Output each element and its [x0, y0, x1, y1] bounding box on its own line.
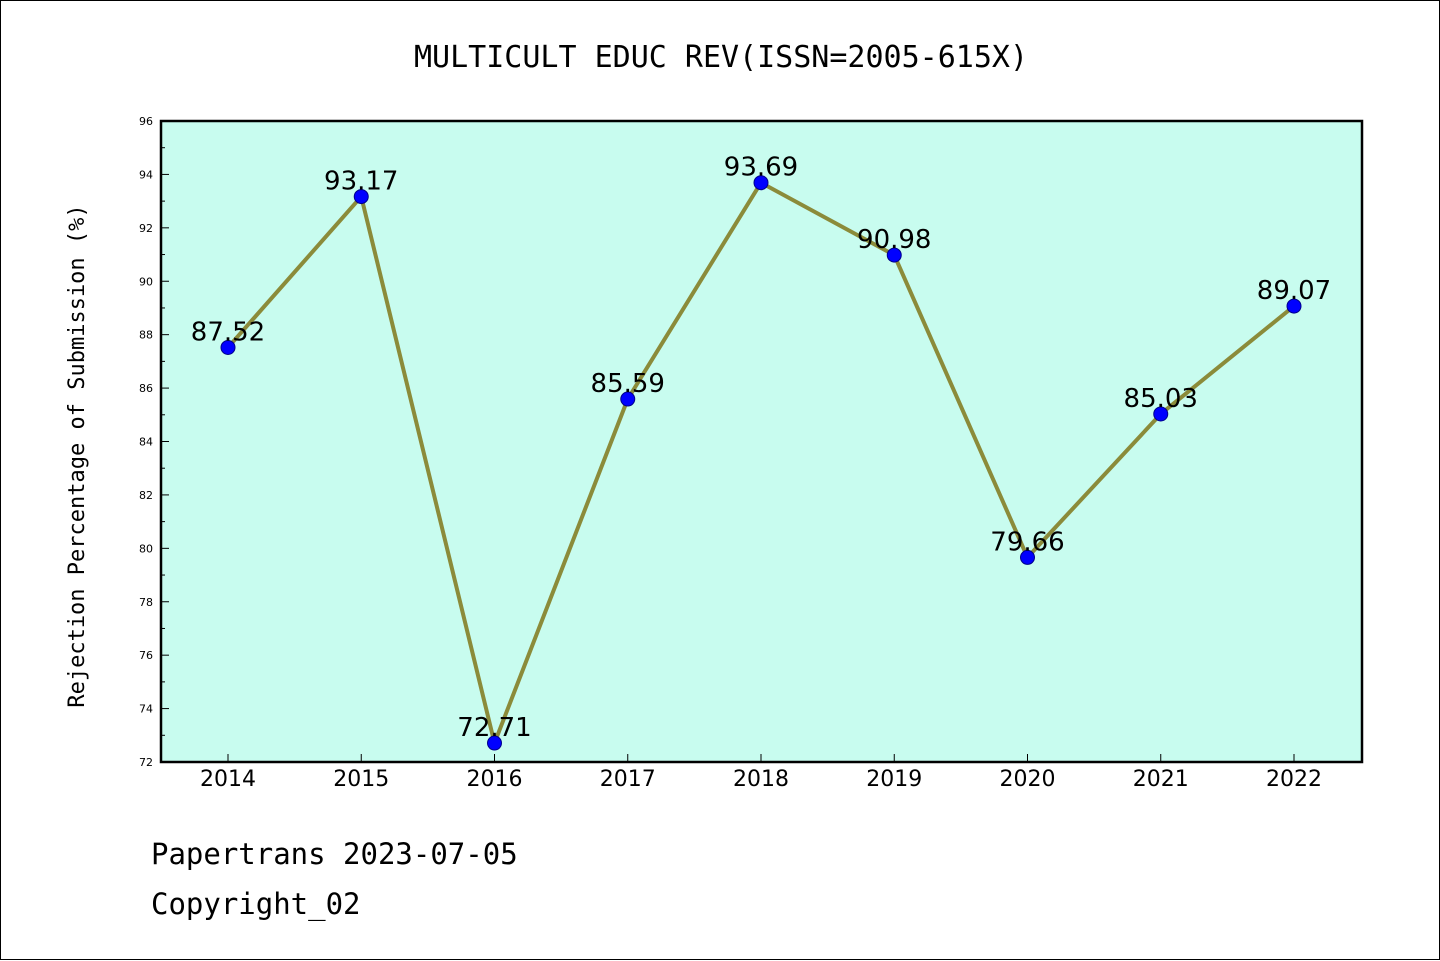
x-tick-label: 2017 — [600, 767, 656, 792]
data-label: 72.71 — [457, 713, 531, 743]
y-tick-label: 86 — [139, 382, 153, 395]
y-tick-label: 88 — [139, 329, 153, 342]
data-label: 85.03 — [1124, 384, 1198, 414]
data-point — [886, 247, 902, 263]
x-tick-label: 2018 — [733, 767, 789, 792]
y-tick-label: 92 — [139, 222, 153, 235]
data-label: 93.17 — [324, 167, 398, 197]
x-tick-label: 2020 — [1000, 767, 1056, 792]
y-tick-label: 82 — [139, 489, 153, 502]
plot-area — [161, 121, 1362, 762]
x-tick-label: 2021 — [1133, 767, 1189, 792]
x-tick-label: 2019 — [866, 767, 922, 792]
y-tick-label: 72 — [139, 756, 153, 769]
data-point — [353, 189, 369, 205]
chart-title: MULTICULT EDUC REV(ISSN=2005-615X) — [414, 40, 1028, 75]
data-label: 85.59 — [591, 369, 665, 399]
y-tick-label: 90 — [139, 275, 153, 288]
data-point — [220, 339, 236, 355]
data-point — [1020, 549, 1035, 565]
x-tick-label: 2016 — [467, 767, 523, 792]
data-label: 89.07 — [1257, 276, 1331, 306]
y-tick-label: 78 — [139, 596, 153, 609]
y-tick-label: 74 — [139, 703, 153, 716]
data-point — [1153, 406, 1169, 422]
footer-date: Papertrans 2023-07-05 — [151, 837, 518, 871]
y-tick-label: 96 — [139, 115, 153, 128]
chart-marks: 72 74 76 78 80 82 84 86 88 90 92 94 96 2014 2015 2016 20… — [139, 115, 1331, 792]
data-point — [753, 175, 769, 191]
data-label: 87.52 — [191, 317, 265, 347]
data-point — [1286, 298, 1302, 314]
data-point — [487, 735, 502, 751]
y-tick-label: 76 — [139, 649, 153, 662]
footer-copyright: Copyright_02 — [151, 887, 361, 921]
data-point — [620, 391, 636, 407]
plot-border — [159, 119, 1364, 764]
x-tick-label: 2015 — [333, 767, 389, 792]
data-label: 79.66 — [990, 527, 1064, 557]
y-tick-label: 94 — [139, 168, 153, 181]
data-label: 90.98 — [857, 225, 931, 255]
data-label: 93.69 — [724, 153, 798, 183]
x-tick-label: 2022 — [1266, 767, 1322, 792]
x-tick-label: 2014 — [200, 767, 256, 792]
y-axis-label: Rejection Percentage of Submission (%) — [65, 204, 90, 707]
y-tick-label: 84 — [139, 436, 153, 449]
y-tick-label: 80 — [139, 542, 153, 555]
